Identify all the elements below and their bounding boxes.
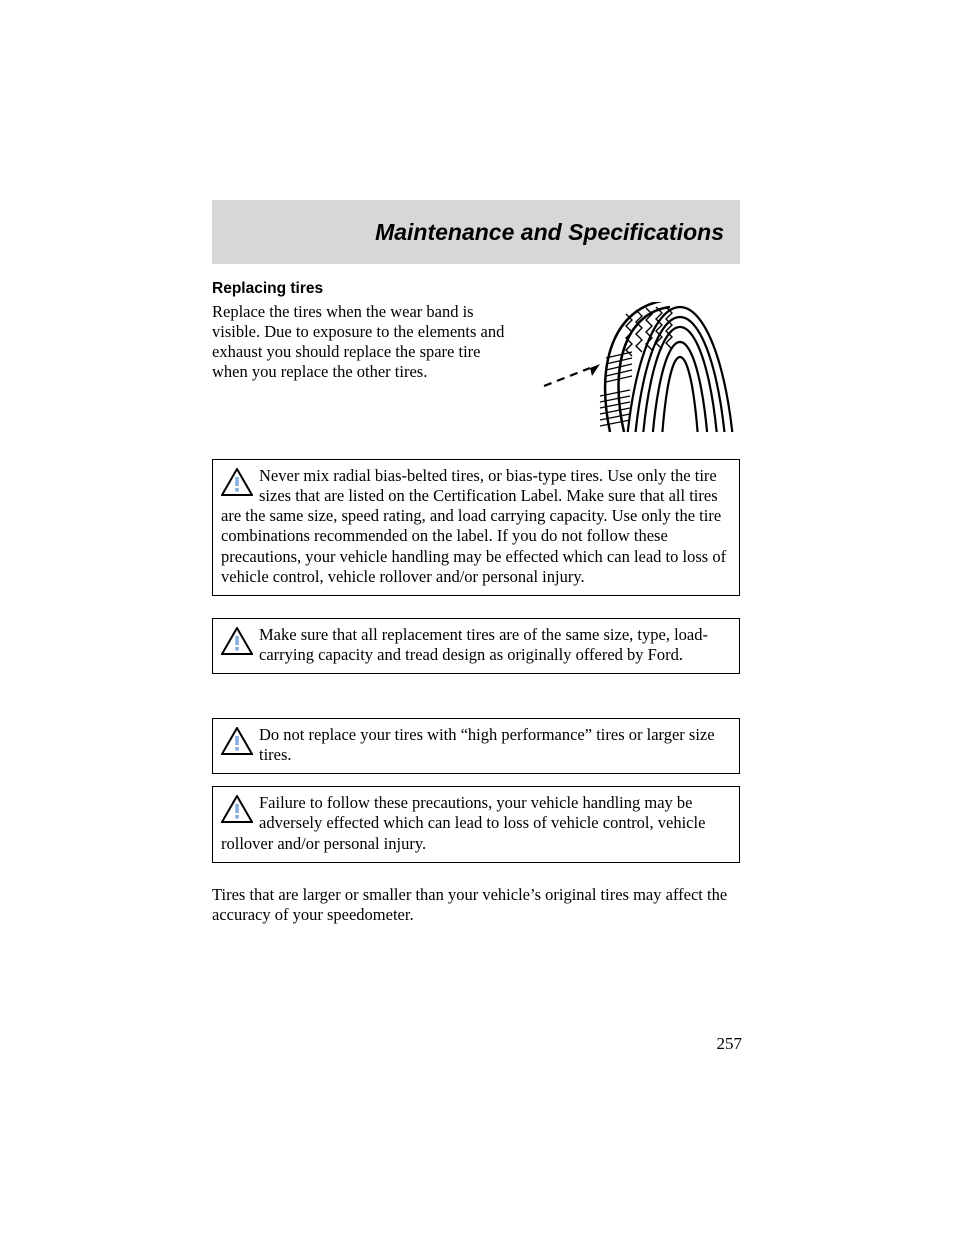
warning-triangle-icon bbox=[221, 795, 253, 828]
warning-triangle-icon bbox=[221, 727, 253, 760]
header-title: Maintenance and Specifications bbox=[375, 219, 724, 246]
warning-box-3: Do not replace your tires with “high per… bbox=[212, 718, 740, 774]
content-area: Replacing tires Replace the tires when t… bbox=[212, 272, 740, 925]
warning-triangle-icon bbox=[221, 627, 253, 660]
warning-triangle-icon bbox=[221, 468, 253, 501]
warning-box-1: Never mix radial bias-belted tires, or b… bbox=[212, 459, 740, 596]
section-heading-replacing-tires: Replacing tires bbox=[212, 280, 740, 298]
warning-text-1: Never mix radial bias-belted tires, or b… bbox=[221, 466, 726, 586]
page: Maintenance and Specifications Replacing… bbox=[0, 0, 954, 1235]
page-number: 257 bbox=[717, 1034, 743, 1054]
warning-text-4: Failure to follow these precautions, you… bbox=[221, 793, 705, 852]
warning-text-2: Make sure that all replacement tires are… bbox=[259, 625, 708, 664]
closing-paragraph: Tires that are larger or smaller than yo… bbox=[212, 885, 740, 925]
header-bar: Maintenance and Specifications bbox=[212, 200, 740, 264]
intro-row: Replace the tires when the wear band is … bbox=[212, 302, 740, 437]
intro-paragraph: Replace the tires when the wear band is … bbox=[212, 302, 512, 383]
warning-text-3: Do not replace your tires with “high per… bbox=[259, 725, 715, 764]
tire-wear-diagram bbox=[540, 302, 740, 437]
warning-box-2: Make sure that all replacement tires are… bbox=[212, 618, 740, 674]
warning-box-4: Failure to follow these precautions, you… bbox=[212, 786, 740, 862]
